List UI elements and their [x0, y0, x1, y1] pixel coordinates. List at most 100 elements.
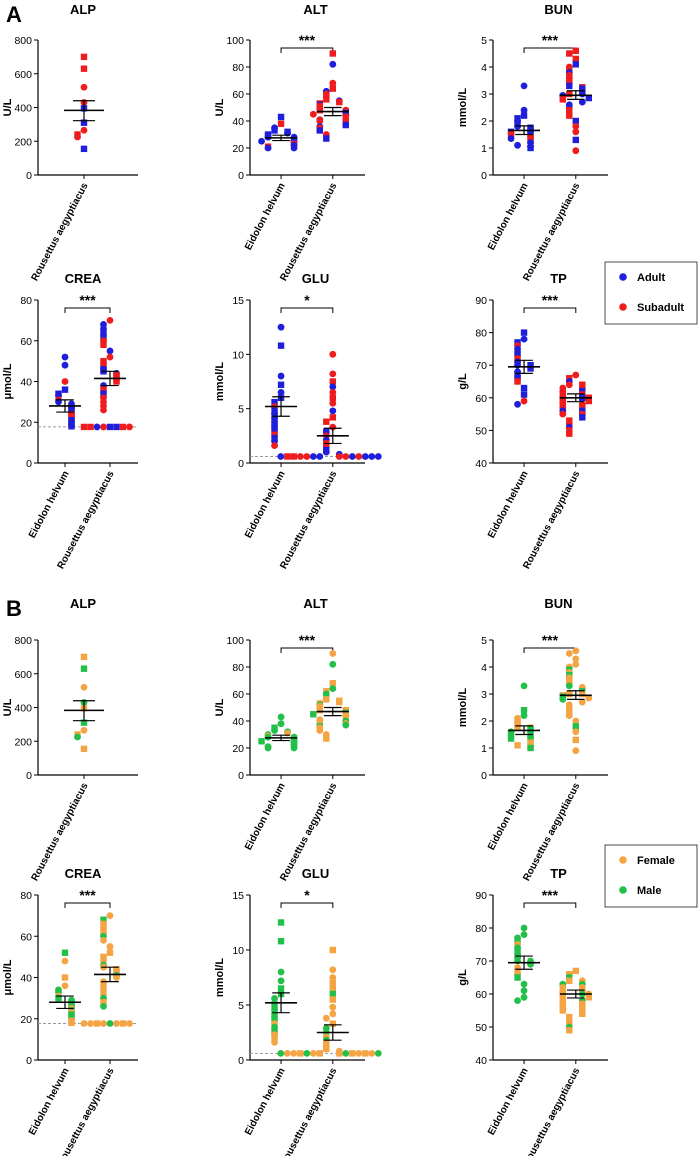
data-point — [100, 1002, 107, 1010]
data-point — [342, 453, 350, 460]
data-point — [100, 999, 107, 1006]
data-point — [87, 423, 94, 431]
data-point — [271, 427, 278, 434]
data-point — [566, 690, 573, 698]
y-tick-label: 800 — [14, 635, 32, 647]
data-point — [572, 47, 579, 54]
y-tick-label: 80 — [475, 328, 487, 340]
data-point — [559, 96, 566, 103]
data-point — [329, 680, 336, 687]
y-tick-label: 20 — [232, 743, 244, 755]
y-axis-label: U/L — [214, 98, 226, 116]
data-point — [585, 994, 592, 1001]
data-point — [514, 378, 521, 385]
data-point — [336, 98, 343, 106]
x-tick-label: Rousettus aegyptiacus — [278, 1066, 339, 1156]
x-tick-label: Rousettus aegyptiacus — [278, 181, 339, 283]
y-tick-label: 80 — [232, 662, 244, 674]
y-axis-label: μmol/L — [2, 959, 14, 995]
data-point — [100, 333, 107, 340]
data-point — [271, 420, 278, 428]
data-point — [68, 1019, 75, 1027]
x-tick-label: Eidolon helvum — [243, 781, 288, 852]
y-tick-label: 80 — [232, 62, 244, 74]
data-point — [342, 121, 349, 129]
data-point — [264, 144, 272, 152]
y-tick-label: 15 — [232, 890, 244, 902]
y-axis-label: mmol/L — [214, 958, 226, 997]
y-tick-label: 0 — [238, 170, 244, 182]
data-point — [362, 1050, 369, 1057]
data-point — [126, 423, 133, 431]
data-point — [585, 94, 592, 102]
chart-title: CREA — [65, 271, 102, 286]
data-point — [126, 1020, 133, 1027]
data-point — [277, 342, 285, 349]
chart-a-tp: TP 40 50 60 70 80 90 g/L Eidolon helvumRousettus… — [457, 271, 608, 571]
data-point — [100, 329, 107, 336]
data-point — [323, 696, 330, 703]
data-point — [277, 323, 285, 331]
data-point — [106, 347, 114, 355]
data-point — [61, 982, 69, 990]
data-point — [61, 353, 69, 361]
data-point — [80, 83, 88, 91]
data-point — [316, 453, 324, 460]
data-point — [566, 112, 573, 119]
data-point — [507, 735, 515, 742]
data-point — [297, 1050, 304, 1057]
significance-label: * — [304, 887, 310, 903]
y-tick-label: 400 — [14, 703, 32, 715]
data-point — [323, 135, 330, 142]
data-point — [579, 391, 586, 398]
data-point — [296, 453, 304, 460]
y-tick-label: 0 — [481, 770, 487, 782]
data-point — [100, 936, 107, 944]
data-point — [264, 744, 272, 752]
significance-label: *** — [542, 632, 559, 648]
y-axis-label: U/L — [214, 698, 226, 716]
data-point — [527, 362, 534, 369]
data-point — [277, 720, 285, 728]
data-point — [106, 316, 114, 324]
data-point — [322, 448, 330, 456]
data-point — [566, 430, 573, 437]
data-point — [520, 384, 528, 392]
data-point — [100, 390, 107, 397]
data-point — [277, 985, 285, 992]
y-tick-label: 40 — [475, 458, 487, 470]
data-point — [100, 362, 107, 369]
data-point — [323, 735, 330, 742]
data-point — [106, 1020, 114, 1027]
data-point — [80, 119, 88, 126]
data-point — [520, 707, 528, 714]
data-point — [277, 713, 285, 721]
data-point — [80, 145, 88, 153]
chart-title: ALT — [303, 2, 327, 17]
data-point — [368, 453, 376, 460]
data-point — [80, 683, 88, 691]
data-point — [329, 350, 337, 358]
data-point — [80, 423, 88, 431]
legend-adult-marker — [619, 273, 627, 281]
data-point — [271, 442, 278, 450]
data-point — [80, 126, 88, 134]
data-point — [335, 453, 343, 460]
y-tick-label: 0 — [26, 170, 32, 182]
data-point — [277, 453, 285, 460]
data-point — [585, 397, 592, 405]
x-tick-label: Eidolon helvum — [243, 469, 288, 540]
y-tick-label: 60 — [20, 931, 32, 943]
data-point — [572, 61, 579, 68]
data-point — [271, 1034, 278, 1042]
data-point — [323, 96, 330, 103]
data-point — [572, 147, 580, 155]
significance-label: *** — [79, 292, 96, 308]
data-point — [514, 141, 521, 149]
data-point — [527, 744, 534, 752]
data-point — [368, 1050, 376, 1057]
data-point — [100, 928, 107, 936]
data-point — [100, 916, 107, 923]
